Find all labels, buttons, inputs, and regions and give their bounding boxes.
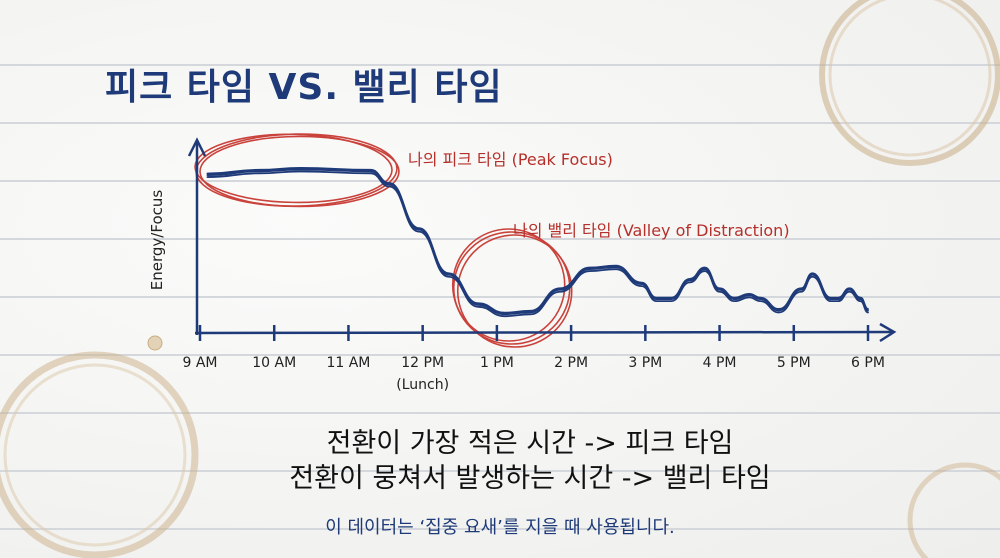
summary-line-2: 전환이 뭉쳐서 발생하는 시간 -> 밸리 타임 — [289, 463, 771, 494]
y-axis-label: Energy/Focus — [148, 190, 166, 291]
x-tick-label: 11 AM — [326, 355, 370, 371]
x-tick-label: 1 PM — [480, 355, 514, 371]
x-axis — [194, 330, 894, 335]
annotation-peak: 나의 피크 타임 (Peak Focus) — [408, 150, 613, 169]
valley-circle — [456, 234, 573, 348]
x-tick-label: 12 PM — [401, 355, 444, 371]
x-axis-arrow — [879, 322, 897, 343]
x-tick-sublabel: (Lunch) — [396, 377, 449, 393]
peak-ellipse — [199, 135, 400, 208]
energy-line — [206, 168, 869, 316]
y-axis-arrow — [187, 137, 207, 157]
footer-note: 이 데이터는 ‘집중 요새’를 지을 때 사용됩니다. — [325, 517, 675, 538]
valley-circle — [451, 228, 566, 342]
x-tick-label: 3 PM — [628, 355, 662, 371]
annotation-valley: 나의 밸리 타임 (Valley of Distraction) — [513, 221, 790, 240]
page-title: 피크 타임 VS. 밸리 타임 — [105, 67, 503, 108]
x-tick-label: 2 PM — [554, 355, 588, 371]
summary-line-1: 전환이 가장 적은 시간 -> 피크 타임 — [326, 428, 734, 459]
energy-line — [206, 167, 869, 314]
x-tick-label: 10 AM — [252, 355, 296, 371]
x-tick-label: 6 PM — [851, 355, 885, 371]
energy-line — [206, 170, 869, 318]
x-tick-label: 4 PM — [703, 355, 737, 371]
x-tick-label: 9 AM — [182, 355, 217, 371]
peak-ellipse — [194, 133, 393, 204]
x-tick-label: 5 PM — [777, 355, 811, 371]
